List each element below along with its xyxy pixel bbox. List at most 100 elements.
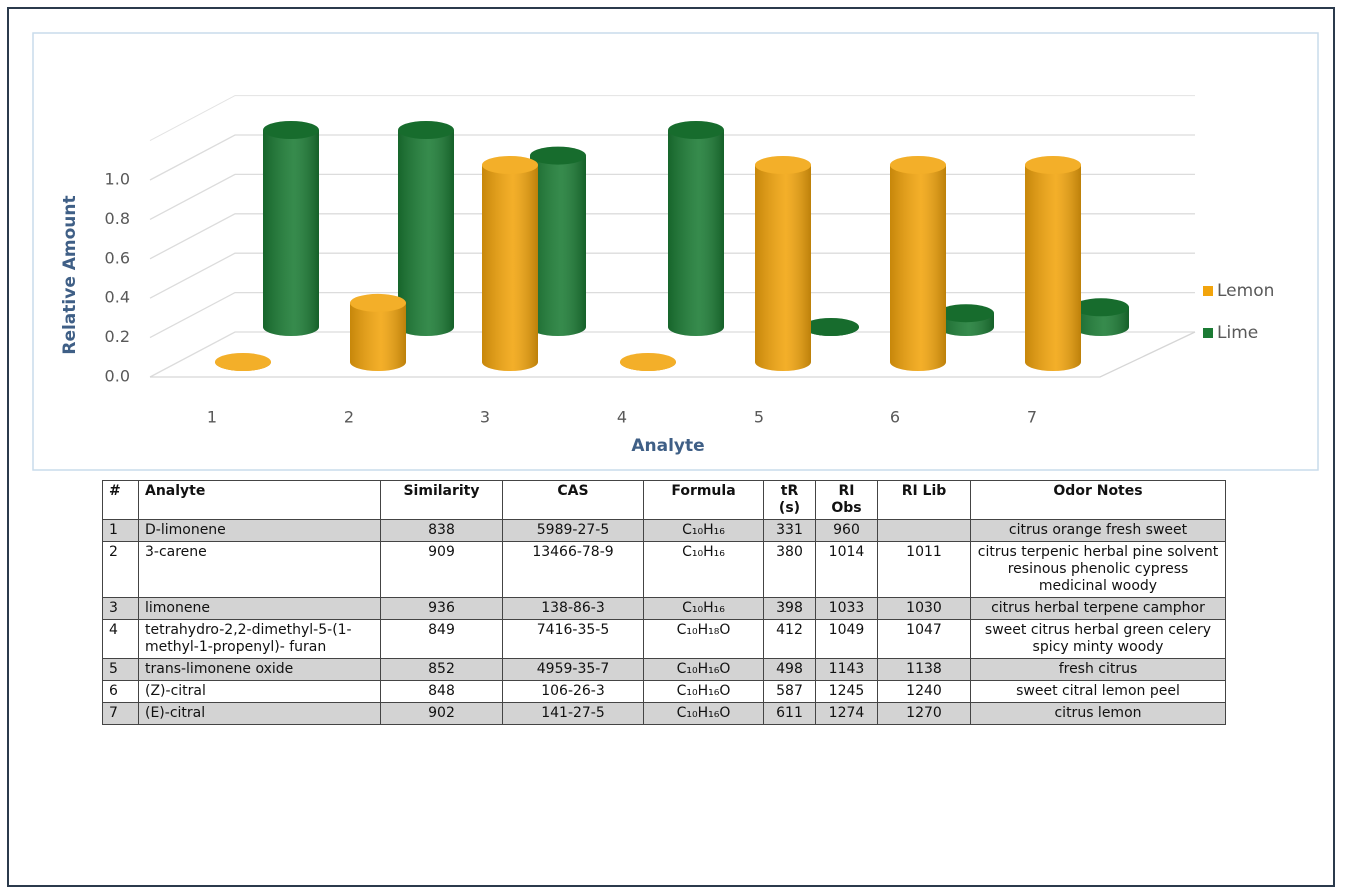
cylinder-top — [482, 156, 538, 174]
table-cell: sweet citrus herbal green celery spicy m… — [970, 619, 1226, 659]
table-cell: 852 — [380, 658, 503, 681]
cylinder-top — [398, 121, 454, 139]
cylinder-top-shade — [350, 293, 406, 312]
table-cell — [877, 519, 971, 542]
table-cell: C₁₀H₁₈O — [643, 619, 764, 659]
table-cell: C₁₀H₁₆O — [643, 658, 764, 681]
cylinder-bar — [938, 304, 994, 336]
table-row: 7 (E)-citral 902 141-27-5 C₁₀H₁₆O 611 1274 1270… — [102, 702, 1226, 725]
table-cell: C₁₀H₁₆O — [643, 680, 764, 703]
table-cell: fresh citrus — [970, 658, 1226, 681]
table-cell: 3-carene — [138, 541, 381, 598]
cylinder-top — [263, 121, 319, 139]
table-cell: 331 — [763, 519, 816, 542]
wall-top — [149, 95, 1195, 142]
header-cell: Odor Notes — [970, 480, 1226, 520]
cylinder-top-shade — [215, 353, 271, 371]
page-frame — [7, 7, 1335, 887]
table-cell: (E)-citral — [138, 702, 381, 725]
table-cell: 849 — [380, 619, 503, 659]
grid-line — [149, 173, 1195, 220]
legend-swatch — [1203, 286, 1213, 296]
cylinder-top-shade — [263, 121, 319, 139]
cylinder-shade — [530, 155, 586, 336]
grid-line — [149, 331, 1195, 378]
table-cell: 380 — [763, 541, 816, 598]
x-tick-label: 2 — [344, 408, 354, 427]
x-axis-title: Analyte — [631, 436, 704, 456]
y-tick-label: 0.2 — [105, 327, 130, 346]
table-cell: 1049 — [815, 619, 878, 659]
table-cell: 1240 — [877, 680, 971, 703]
table-cell: citrus lemon — [970, 702, 1226, 725]
cylinder-bar — [620, 353, 676, 371]
table-cell: citrus herbal terpene camphor — [970, 597, 1226, 620]
table-cell: sweet citral lemon peel — [970, 680, 1226, 703]
header-cell: tR (s) — [763, 480, 816, 520]
cylinder-top-shade — [755, 156, 811, 174]
table-cell: 1030 — [877, 597, 971, 620]
table-cell: 936 — [380, 597, 503, 620]
table-cell: 5989-27-5 — [502, 519, 644, 542]
cylinder-shade — [668, 130, 724, 336]
legend-swatch — [1203, 328, 1213, 338]
cylinder-top-shade — [668, 121, 724, 139]
x-tick-label: 7 — [1027, 408, 1037, 427]
cylinder-top — [668, 121, 724, 139]
table-cell: 1245 — [815, 680, 878, 703]
table-cell: citrus orange fresh sweet — [970, 519, 1226, 542]
cylinder-bar — [350, 293, 406, 371]
cylinder-top — [803, 318, 859, 336]
table-cell: limonene — [138, 597, 381, 620]
table-cell: 902 — [380, 702, 503, 725]
y-tick-label: 1.0 — [105, 170, 130, 189]
cylinder-top-shade — [938, 304, 994, 323]
table-cell: 498 — [763, 658, 816, 681]
table-cell: 7 — [102, 702, 139, 725]
table-cell: C₁₀H₁₆ — [643, 597, 764, 620]
cylinder-bar — [398, 121, 454, 336]
floor-edge — [150, 331, 1196, 378]
cylinder-bar — [1073, 298, 1129, 336]
header-cell: Formula — [643, 480, 764, 520]
cylinder-top-shade — [1073, 298, 1129, 317]
table-row: 6 (Z)-citral 848 106-26-3 C₁₀H₁₆O 587 1245 1240… — [102, 680, 1226, 703]
table-cell: (Z)-citral — [138, 680, 381, 703]
cylinder-bar — [890, 156, 946, 371]
table-row: 3 limonene 936 138-86-3 C₁₀H₁₆ 398 1033 1030 cit… — [102, 597, 1226, 620]
header-cell: # — [102, 480, 139, 520]
cylinder-top-shade — [890, 156, 946, 174]
cylinder-bar — [755, 156, 811, 371]
cylinder-top-shade — [398, 121, 454, 139]
table-cell: 1270 — [877, 702, 971, 725]
cylinder-shade — [482, 165, 538, 371]
table-cell: 141-27-5 — [502, 702, 644, 725]
table-cell: 5 — [102, 658, 139, 681]
cylinder-bar — [215, 353, 271, 371]
cylinder-shade — [263, 130, 319, 336]
x-tick-label: 1 — [207, 408, 217, 427]
x-tick-label: 6 — [890, 408, 900, 427]
table-cell: 838 — [380, 519, 503, 542]
table-cell: 1138 — [877, 658, 971, 681]
table-cell: 3 — [102, 597, 139, 620]
table-cell: 1014 — [815, 541, 878, 598]
table-cell: 412 — [763, 619, 816, 659]
table-row: 2 3-carene 909 13466-78-9 C₁₀H₁₆ 380 1014 1011 c… — [102, 541, 1226, 598]
cylinder-shade — [398, 130, 454, 336]
table-row: 1 D-limonene 838 5989-27-5 C₁₀H₁₆ 331 960 citru… — [102, 519, 1226, 542]
table-cell: 6 — [102, 680, 139, 703]
chart: Relative Amount Analyte 0.0 0.2 0.4 0.6 0.8 1… — [32, 32, 1319, 471]
table-cell: 1047 — [877, 619, 971, 659]
header-cell: CAS — [502, 480, 644, 520]
cylinder-bar — [530, 146, 586, 336]
cylinder-top — [1073, 298, 1129, 317]
cylinder-bar — [482, 156, 538, 371]
grid-line — [149, 134, 1195, 181]
cylinder-top-shade — [482, 156, 538, 174]
grid-line — [149, 291, 1195, 339]
cylinder-top — [938, 304, 994, 323]
header-cell: Similarity — [380, 480, 503, 520]
header-row: # Analyte Similarity CAS Formula tR (s) RI Obs… — [102, 480, 1226, 520]
